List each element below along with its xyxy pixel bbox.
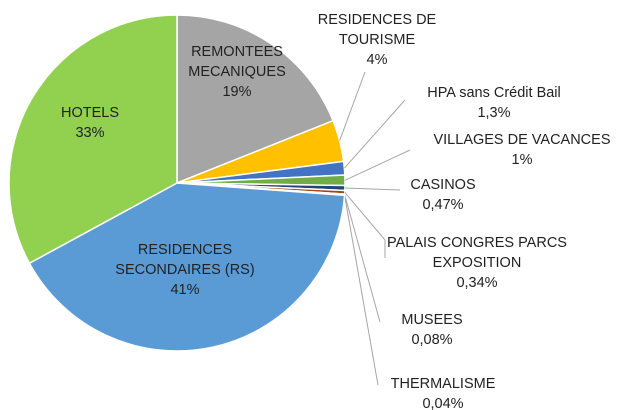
leader-line (344, 194, 381, 323)
pie-slice (8, 14, 178, 265)
slice-label: PALAIS CONGRES PARCS EXPOSITION 0,34% (387, 233, 567, 293)
slice-label: THERMALISME 0,04% (373, 374, 513, 410)
slice-label: HOTELS 33% (40, 103, 140, 143)
value-label: 41% (170, 282, 200, 298)
category-name: PALAIS CONGRES PARCS EXPOSITION (387, 235, 567, 271)
category-name: CASINOS (410, 177, 476, 193)
category-name: THERMALISME (390, 376, 496, 392)
slice-label: VILLAGES DE VACANCES 1% (412, 130, 632, 170)
category-name: RESIDENCES DE TOURISME (317, 12, 437, 48)
pie-slice (176, 14, 335, 185)
slice-label: HPA sans Crédit Bail 1,3% (399, 83, 589, 123)
value-label: 0,34% (456, 275, 498, 291)
slice-label: MUSEES 0,08% (382, 310, 482, 350)
category-name: REMONTEES MECANIQUES (188, 44, 286, 80)
leader-line (344, 187, 401, 191)
slice-label: RESIDENCES SECONDAIRES (RS) 41% (95, 240, 275, 300)
leader-line (344, 149, 411, 181)
leader-line (344, 195, 379, 386)
value-label: 0,08% (411, 332, 453, 348)
value-label: 19% (222, 84, 252, 100)
category-name: VILLAGES DE VACANCES (433, 132, 611, 148)
slice-label: REMONTEES MECANIQUES 19% (172, 42, 302, 102)
value-label: 4% (366, 52, 388, 68)
value-label: 1% (511, 152, 533, 168)
value-label: 0,04% (422, 396, 464, 410)
slice-label: CASINOS 0,47% (383, 175, 503, 215)
leader-line (343, 99, 406, 169)
value-label: 0,47% (422, 197, 464, 213)
category-name: RESIDENCES SECONDAIRES (RS) (115, 242, 255, 278)
category-name: HPA sans Crédit Bail (427, 85, 561, 101)
category-name: HOTELS (60, 105, 119, 121)
slice-label: RESIDENCES DE TOURISME 4% (307, 10, 447, 70)
value-label: 1,3% (477, 105, 511, 121)
category-name: MUSEES (401, 312, 463, 328)
leader-line (344, 191, 386, 258)
value-label: 33% (75, 125, 105, 141)
pie-slice (28, 182, 346, 352)
leader-line (339, 71, 366, 141)
